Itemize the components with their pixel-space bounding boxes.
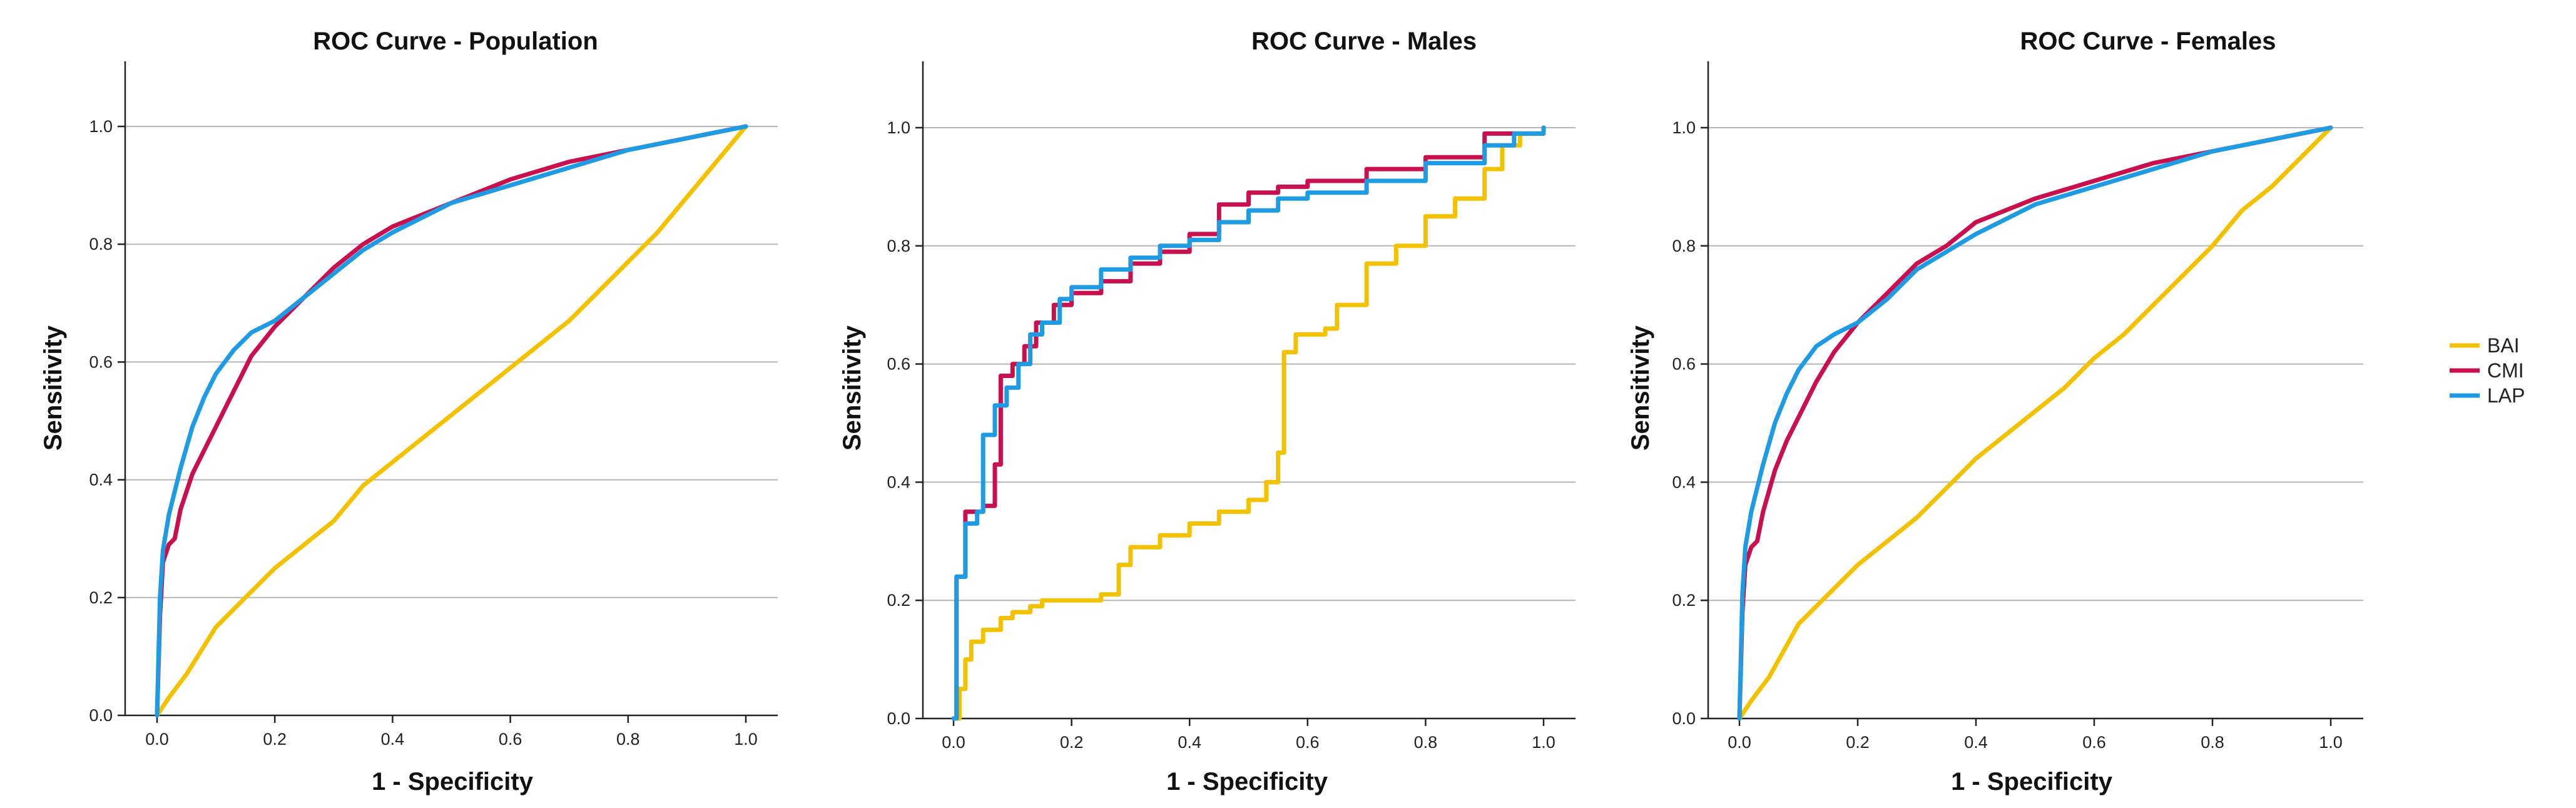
y-tick-label: 0.0 <box>1672 709 1696 728</box>
series-line-lap <box>1737 125 2333 721</box>
x-tick-label: 1.0 <box>734 730 758 749</box>
x-tick-label: 0.8 <box>1414 733 1438 752</box>
series-line-cmi <box>1737 125 2333 721</box>
x-tick-label: 0.6 <box>2082 733 2106 752</box>
legend-label-cmi: CMI <box>2487 359 2524 382</box>
x-tick-label: 0.4 <box>1964 733 1988 752</box>
x-tick-label: 0.8 <box>616 730 640 749</box>
x-tick-label: 0.2 <box>1846 733 1870 752</box>
panel-females: ROC Curve - Females 1 - Specificity Sens… <box>1627 28 2363 795</box>
y-tick-label: 0.4 <box>887 473 910 491</box>
panel-males: ROC Curve - Males 1 - Specificity Sensit… <box>838 28 1576 795</box>
x-tick-label: 0.2 <box>263 730 287 749</box>
y-tick-label: 0.6 <box>1672 355 1696 374</box>
x-tick-label: 0.4 <box>1178 733 1201 752</box>
y-axis-label: Sensitivity <box>838 325 866 451</box>
x-tick-label: 0.0 <box>942 733 965 752</box>
y-tick-label: 0.4 <box>1672 473 1696 491</box>
legend-label-bai: BAI <box>2487 334 2520 357</box>
chart-title: ROC Curve - Males <box>1251 28 1477 55</box>
y-tick-label: 0.2 <box>89 588 113 607</box>
x-axis-label: 1 - Specificity <box>1951 768 2113 795</box>
y-axis-label: Sensitivity <box>39 325 67 451</box>
x-tick-label: 0.4 <box>381 730 405 749</box>
y-tick-label: 0.4 <box>89 471 113 489</box>
x-axis-label: 1 - Specificity <box>372 768 534 795</box>
series-line-bai <box>951 125 1546 721</box>
y-tick-label: 0.2 <box>887 591 910 610</box>
x-tick-label: 0.8 <box>2201 733 2224 752</box>
x-tick-label: 1.0 <box>2319 733 2343 752</box>
y-tick-label: 1.0 <box>887 118 910 137</box>
legend-label-lap: LAP <box>2487 384 2525 407</box>
x-axis-label: 1 - Specificity <box>1166 768 1328 795</box>
y-tick-label: 0.0 <box>887 709 910 728</box>
y-tick-label: 0.8 <box>887 237 910 255</box>
series-line-bai <box>1737 125 2333 721</box>
x-tick-label: 0.2 <box>1060 733 1084 752</box>
series-line-cmi <box>155 124 748 718</box>
y-tick-label: 0.6 <box>887 355 910 374</box>
x-tick-label: 0.6 <box>1296 733 1320 752</box>
panel-population: ROC Curve - Population 1 - Specificity S… <box>39 28 778 795</box>
series-line-lap <box>155 124 748 718</box>
series-line-bai <box>155 124 748 718</box>
x-tick-label: 0.0 <box>145 730 169 749</box>
chart-title: ROC Curve - Females <box>2020 28 2276 55</box>
y-tick-label: 1.0 <box>89 117 113 136</box>
series-line-lap <box>951 125 1546 721</box>
y-tick-label: 0.8 <box>1672 237 1696 255</box>
x-tick-label: 0.0 <box>1728 733 1751 752</box>
x-tick-label: 0.6 <box>499 730 522 749</box>
y-tick-label: 0.2 <box>1672 591 1696 610</box>
y-axis-label: Sensitivity <box>1627 325 1654 451</box>
y-tick-label: 0.0 <box>89 706 113 725</box>
y-tick-label: 0.8 <box>89 235 113 253</box>
chart-title: ROC Curve - Population <box>313 28 598 55</box>
x-tick-label: 1.0 <box>1532 733 1555 752</box>
y-tick-label: 1.0 <box>1672 118 1696 137</box>
y-tick-label: 0.6 <box>89 352 113 371</box>
